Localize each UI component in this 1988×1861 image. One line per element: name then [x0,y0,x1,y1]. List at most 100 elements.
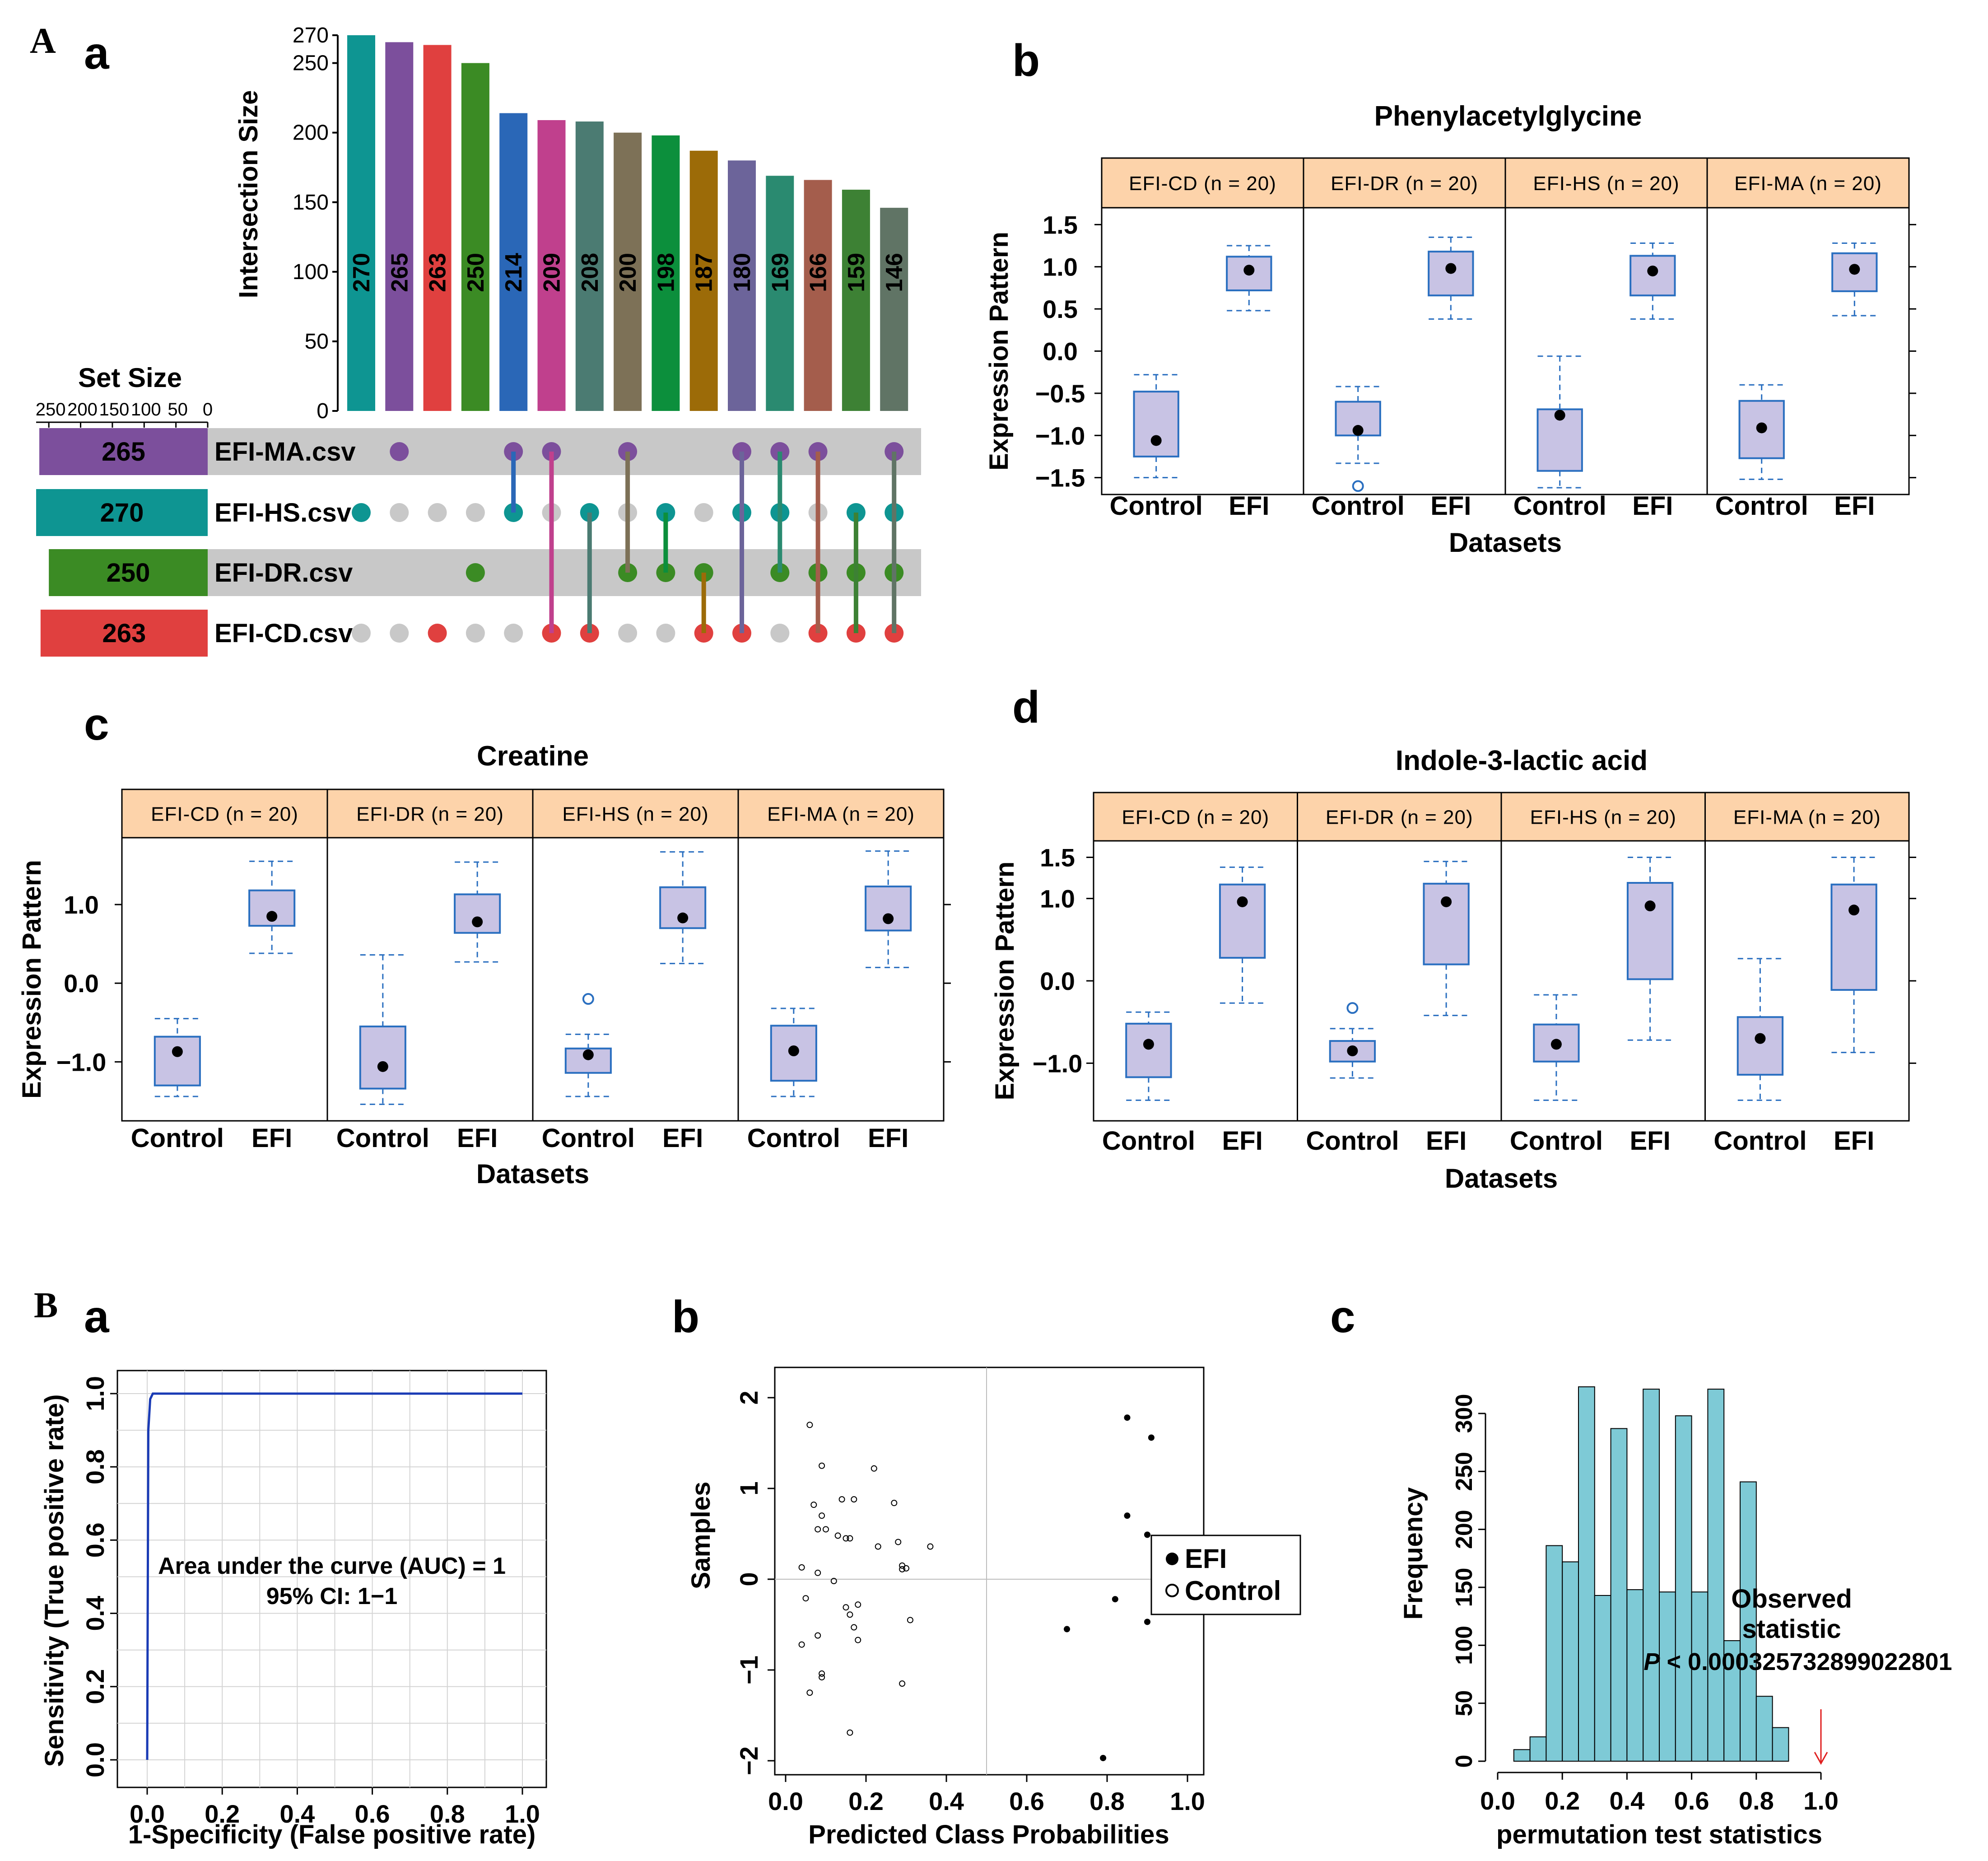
facet-strip [1093,792,1298,842]
facet-plot-area [737,837,945,1122]
control-sample-point [847,1611,853,1618]
roc-xlabel: 1-Specificity (False positive rate) [128,1820,536,1849]
box-xtick-label: EFI [1834,1126,1874,1156]
facet-plot-area [326,837,534,1122]
membership-dot-empty [390,563,409,582]
box-panel-indole-3-lactic-acid: Indole-3-lactic acid Expression Pattern Da… [990,745,1916,1194]
set-name-label: EFI-CD.csv [214,619,353,648]
intersection-bar-label: 250 [463,253,489,292]
control-sample-point [798,1641,805,1648]
control-sample-point [875,1543,881,1550]
membership-dot-empty [846,442,866,461]
box-xtick-label: EFI [1834,491,1875,521]
box-ytick-label: 0.5 [1043,295,1078,323]
facet-strip [1297,792,1502,842]
box-mean-point [377,1061,388,1072]
membership-dot-empty [694,503,713,522]
set-size-title: Set Size [78,363,182,393]
box-panel-ylabel: Expression Pattern [17,860,47,1099]
scatter-ytick-label: −1 [735,1656,763,1684]
box-xtick-label: Control [1306,1126,1399,1156]
upset-ytick-label: 50 [305,330,329,354]
observed-statistic-label: Observed [1731,1584,1852,1614]
box-ytick-label: 1.0 [64,891,99,919]
efi-sample-point [1124,1512,1131,1519]
roc-xtick-label: 0.4 [279,1800,315,1828]
box-body [1125,1022,1172,1078]
facet-strip [1303,157,1506,209]
membership-dot-empty [428,563,447,582]
control-sample-point [907,1617,913,1623]
control-sample-point [815,1632,821,1639]
hist-xtick-label: 0.2 [1545,1786,1580,1815]
set-size-tick-label: 150 [99,400,130,420]
scatter-xtick-label: 0.6 [1009,1787,1044,1815]
box-mean-point [1756,422,1767,434]
histogram-bar [1610,1428,1628,1762]
upset-ytick-label: 200 [293,121,329,145]
efi-sample-point [1148,1434,1155,1441]
facet-plot-area [1101,207,1304,495]
box-panel-title: Phenylacetylglycine [1374,101,1642,132]
histogram-bar [1755,1696,1773,1762]
box-mean-point [1150,435,1162,446]
hist-xtick-label: 1.0 [1803,1786,1839,1815]
set-size-tick-label: 250 [36,400,66,420]
control-sample-point [819,1512,825,1519]
control-sample-point [798,1564,805,1571]
membership-dot-empty [504,563,523,582]
p-value-annotation: P < 0.000325732899022801 [1643,1648,1952,1675]
set-size-value: 265 [102,437,145,466]
upset-ylabel: Intersection Size [234,90,263,299]
membership-dot-empty [770,624,790,643]
control-sample-point [899,1680,906,1687]
box-panel-xlabel: Datasets [476,1159,589,1189]
roc-xtick-label: 0.6 [355,1800,390,1828]
histogram-bar [1562,1561,1579,1762]
histogram-bar [1740,1481,1757,1762]
hist-ytick-label: 100 [1451,1626,1477,1665]
set-size-bar [39,428,208,475]
hist-xtick-label: 0.0 [1480,1786,1515,1815]
intersection-bar [880,208,908,411]
p-value-symbol: P [1643,1648,1660,1675]
facet-strip [1704,792,1910,842]
efi-sample-point [1144,1531,1150,1538]
roc-plot-frame [116,1370,547,1788]
box-ytick-label: −0.5 [1035,379,1085,408]
scatter-xtick-label: 0.4 [929,1787,964,1815]
box-panel-xlabel: Datasets [1445,1163,1558,1194]
box-xtick-label: EFI [868,1124,908,1153]
facet-plot-area [532,837,739,1122]
box-mean-point [1647,266,1658,277]
box-mean-point [1347,1045,1358,1056]
box-xtick-label: Control [542,1124,635,1153]
box-mean-point [582,1049,594,1060]
intersection-bar-label: 198 [653,253,679,292]
intersection-bar-label: 180 [729,253,755,292]
set-row-band [208,549,921,596]
control-sample-point [927,1543,934,1550]
box-mean-point [1644,900,1656,912]
facet-strip-label: EFI-HS (n = 20) [562,803,708,826]
panel-label-Ad: d [1012,682,1040,732]
set-size-bar [49,549,208,596]
roc-xtick-label: 0.2 [205,1800,240,1828]
box-panel-phenylacetylglycine: Phenylacetylglycine Expression Pattern Dat… [984,101,1916,558]
set-size-bar [40,610,208,657]
box-xtick-label: EFI [1632,491,1673,521]
scatter-xtick-label: 1.0 [1170,1787,1205,1815]
intersection-bar [728,160,756,411]
scatter-ytick-label: −2 [735,1746,763,1775]
box-xtick-label: Control [1110,491,1203,521]
intersection-bar [614,132,642,411]
membership-dot-empty [428,442,447,461]
roc-ytick-label: 1.0 [81,1376,109,1411]
intersection-bar [842,190,870,411]
box-xtick-label: EFI [662,1124,703,1153]
facet-strip-label: EFI-MA (n = 20) [1733,807,1881,829]
intersection-bar-label: 214 [501,253,527,292]
box-outlier [1346,1002,1359,1014]
control-sample-point [815,1526,821,1533]
